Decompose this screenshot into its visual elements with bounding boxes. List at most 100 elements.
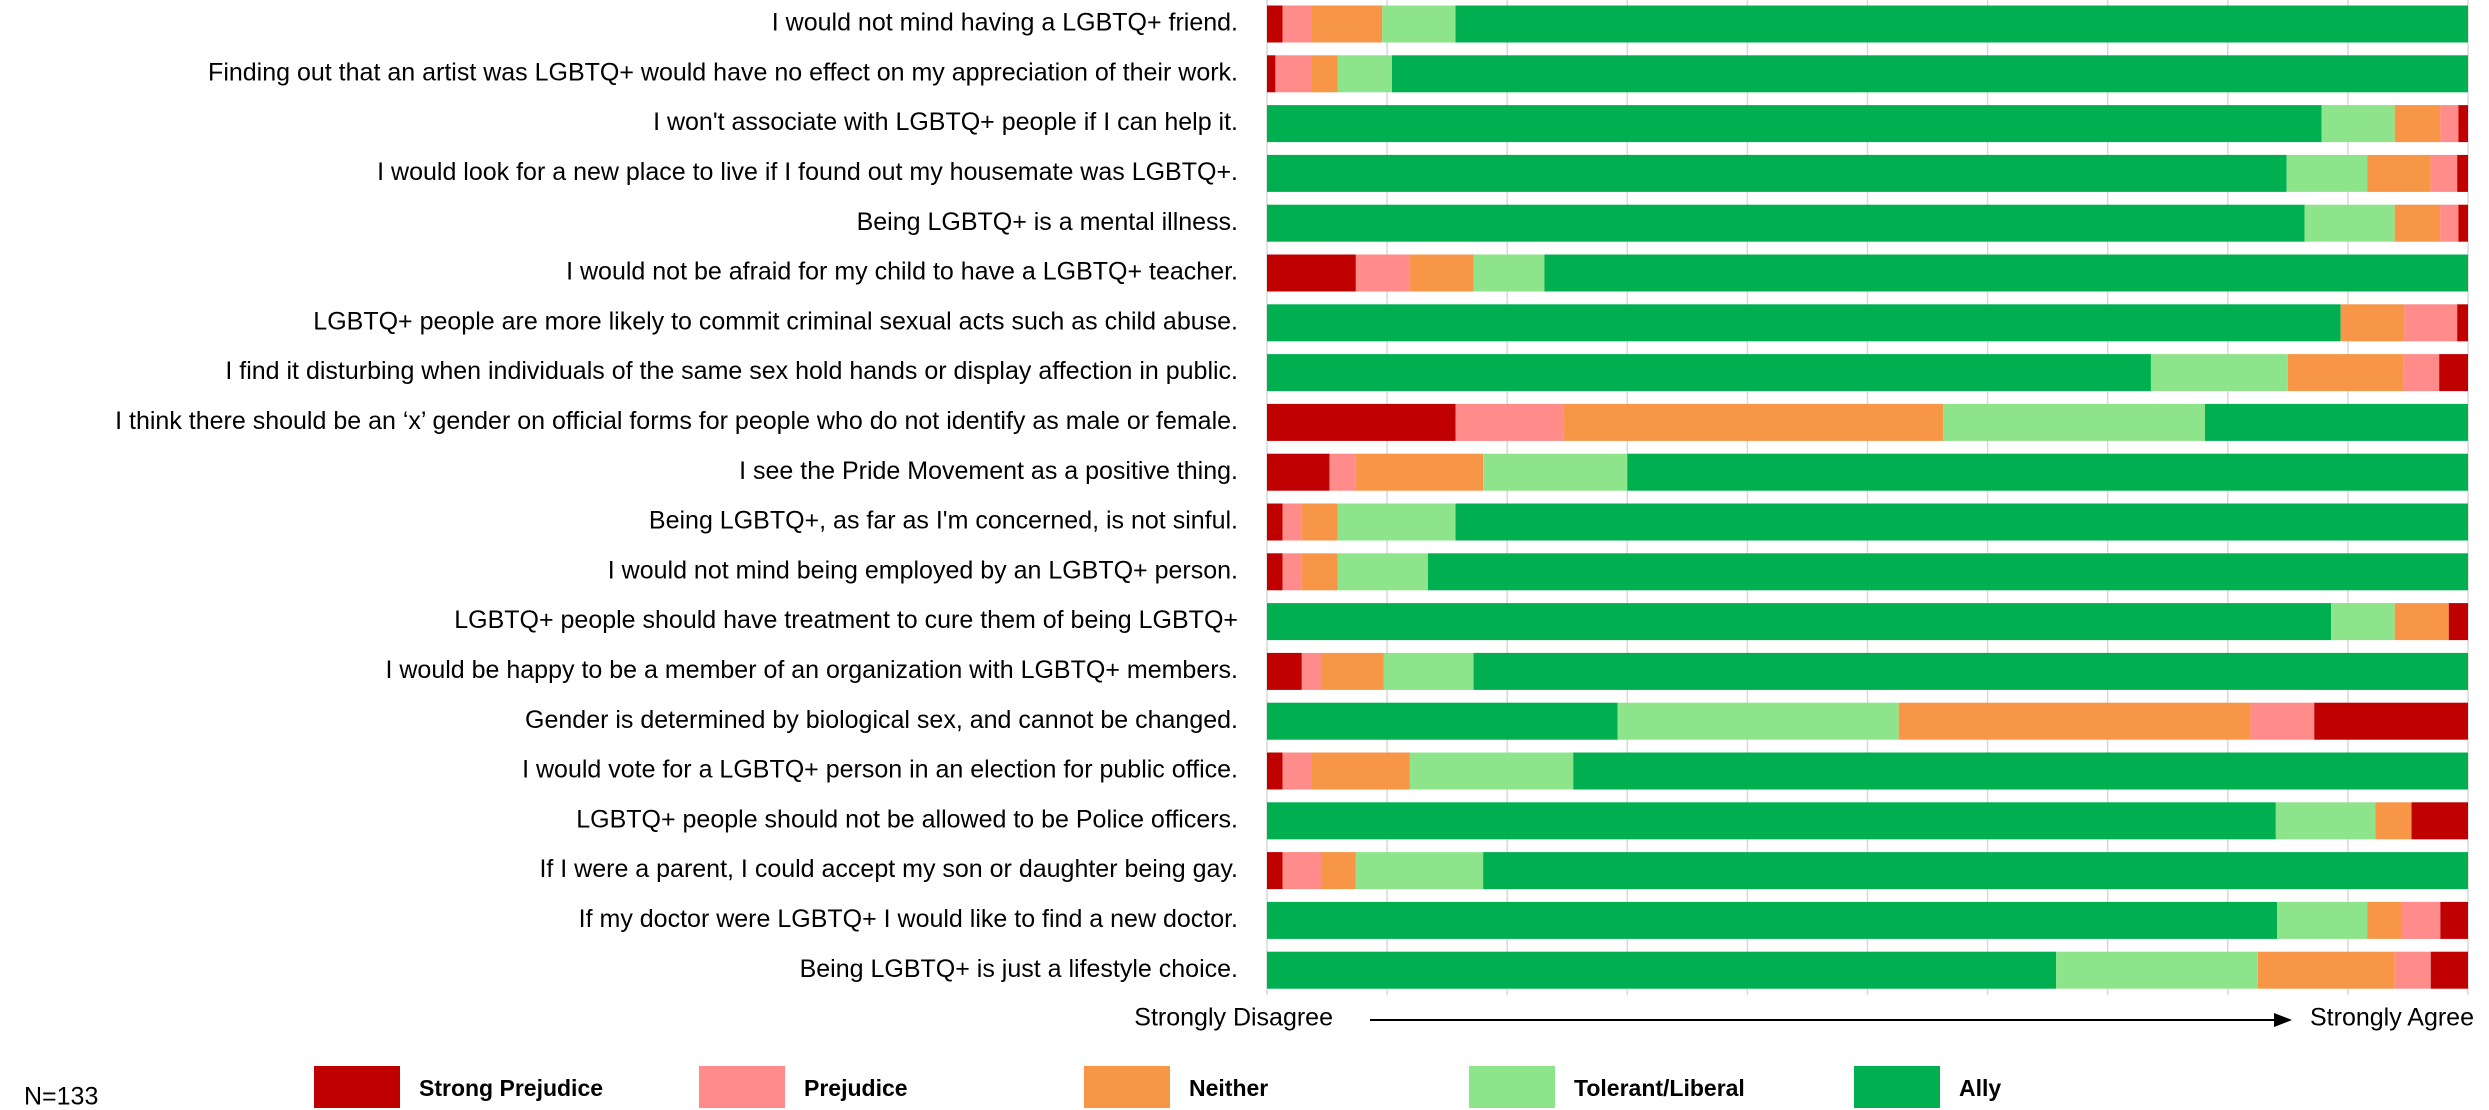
bar-segment	[1617, 702, 1899, 740]
category-label: Being LGBTQ+ is just a lifestyle choice.	[800, 955, 1238, 983]
bar-segment	[1267, 553, 1283, 591]
bar-segment	[2204, 403, 2468, 441]
category-label: LGBTQ+ people should not be allowed to b…	[576, 805, 1238, 833]
bar-segment	[2394, 603, 2449, 641]
legend-swatch	[1084, 1066, 1170, 1108]
bar-segment	[1267, 304, 2341, 342]
bar-segment	[1267, 702, 1618, 740]
bar-segment	[1267, 204, 2305, 242]
bar-segment	[2457, 304, 2468, 342]
bar-segment	[1267, 503, 1283, 541]
bar-segment	[2257, 951, 2395, 989]
bar-segment	[1282, 752, 1312, 790]
legend-label: Strong Prejudice	[419, 1075, 603, 1101]
bar-segment	[1382, 5, 1456, 43]
bar-segment	[2340, 304, 2405, 342]
bar-segment	[2448, 603, 2468, 641]
bar-segment	[1627, 453, 2468, 491]
bar-segment	[1311, 752, 1410, 790]
bar-segment	[1409, 254, 1474, 292]
bar-segment	[1383, 652, 1474, 690]
bar-segment	[1483, 852, 2468, 890]
bar-segment	[1391, 55, 2468, 93]
bar-segment	[2430, 154, 2458, 192]
bar-segment	[2250, 702, 2315, 740]
bar-segment	[2367, 901, 2402, 939]
bar-segment	[2430, 951, 2468, 989]
bar-segment	[1321, 852, 1356, 890]
bar-segment	[1267, 802, 2276, 840]
bar-segment	[1267, 951, 2057, 989]
category-label: If I were a parent, I could accept my so…	[539, 855, 1238, 883]
bar-segment	[2404, 304, 2458, 342]
bar-segment	[1321, 652, 1384, 690]
axis-left-label: Strongly Disagree	[1134, 1004, 1333, 1032]
bar-segment	[2394, 105, 2441, 143]
bar-segment	[1483, 453, 1628, 491]
bar-segment	[1267, 652, 1302, 690]
bar-segment	[1337, 503, 1456, 541]
bar-segment	[2277, 901, 2368, 939]
bar-segment	[1943, 403, 2205, 441]
bar-segment	[2375, 802, 2412, 840]
category-label: I find it disturbing when individuals of…	[225, 357, 1238, 385]
bar-segment	[2394, 204, 2441, 242]
category-label: Gender is determined by biological sex, …	[525, 706, 1238, 734]
bar-segment	[2056, 951, 2258, 989]
bar-segment	[1311, 5, 1383, 43]
bar-segment	[1455, 503, 2468, 541]
bar-segment	[2401, 901, 2441, 939]
bar-segment	[2367, 154, 2431, 192]
bar-segment	[2321, 105, 2395, 143]
bar-segment	[2411, 802, 2468, 840]
bar-segment	[1455, 5, 2468, 43]
legend-swatch	[1854, 1066, 1940, 1108]
category-label: I would vote for a LGBTQ+ person in an e…	[522, 756, 1238, 784]
bar-segment	[1301, 503, 1338, 541]
bar-segment	[2439, 354, 2468, 392]
bar-segment	[1282, 852, 1322, 890]
bar-segment	[1282, 5, 1312, 43]
legend-label: Ally	[1959, 1075, 2001, 1101]
bar-segment	[1355, 852, 1484, 890]
category-label: I would not be afraid for my child to ha…	[566, 258, 1238, 286]
category-label: I would look for a new place to live if …	[377, 158, 1238, 186]
bar-segment	[1267, 5, 1283, 43]
bar-segment	[1544, 254, 2468, 292]
bar-segment	[1267, 154, 2287, 192]
bar-segment	[2275, 802, 2376, 840]
category-label: Being LGBTQ+, as far as I'm concerned, i…	[649, 507, 1238, 535]
bar-segment	[1473, 254, 1545, 292]
legend-swatch	[699, 1066, 785, 1108]
category-label: Being LGBTQ+ is a mental illness.	[857, 208, 1238, 236]
category-label: I think there should be an ‘x’ gender on…	[115, 407, 1238, 435]
bar-segment	[1409, 752, 1574, 790]
bar-segment	[2440, 901, 2468, 939]
bar-segment	[1311, 55, 1338, 93]
bar-segment	[1301, 553, 1338, 591]
bar-segment	[1267, 254, 1356, 292]
bar-segment	[1455, 403, 1564, 441]
legend-label: Tolerant/Liberal	[1574, 1075, 1745, 1101]
bar-segment	[2440, 204, 2459, 242]
category-label: I would not mind having a LGBTQ+ friend.	[772, 9, 1238, 37]
note: N=133	[24, 1083, 98, 1110]
category-label: LGBTQ+ people should have treatment to c…	[454, 606, 1238, 634]
bar-segment	[1301, 652, 1322, 690]
bar-segment	[1275, 55, 1312, 93]
bar-segment	[2314, 702, 2468, 740]
bar-segment	[1329, 453, 1356, 491]
bar-segment	[1267, 354, 2151, 392]
axis-right-label: Strongly Agree	[2310, 1004, 2474, 1032]
bar-segment	[2287, 354, 2404, 392]
bar-segment	[2304, 204, 2395, 242]
bar-segment	[1267, 752, 1283, 790]
bar-segment	[1267, 852, 1283, 890]
bar-segment	[1267, 55, 1276, 93]
legend-label: Prejudice	[804, 1075, 908, 1101]
bar-segment	[2403, 354, 2440, 392]
bar-segment	[2440, 105, 2459, 143]
bar-segment	[2331, 603, 2395, 641]
bar-segment	[1337, 55, 1392, 93]
